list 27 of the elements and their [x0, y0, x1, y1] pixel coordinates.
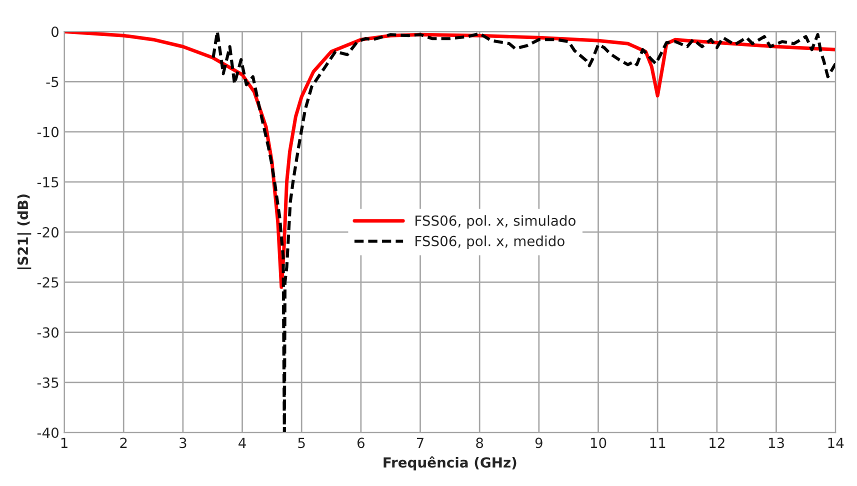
x-tick-label: 3 — [180, 438, 186, 448]
x-tick-label: 10 — [590, 438, 606, 448]
x-tick-label: 9 — [535, 438, 542, 448]
x-tick-label: 1 — [61, 438, 68, 448]
x-axis-title: Frequência (GHz) — [384, 456, 516, 470]
legend-label: FSS06, pol. x, simulado — [416, 215, 576, 229]
x-tick-label: 6 — [357, 438, 364, 448]
y-tick-label: -35 — [37, 377, 58, 388]
y-tick-label: -30 — [37, 327, 58, 338]
y-tick-label: -5 — [46, 76, 58, 88]
legend-label: FSS06, pol. x, medido — [416, 236, 564, 249]
y-tick-label: -15 — [37, 177, 58, 188]
x-tick-label: 13 — [768, 438, 784, 448]
x-tick-label: 12 — [710, 438, 724, 448]
x-tick-label: 5 — [298, 438, 305, 448]
x-tick-label: 8 — [476, 438, 484, 448]
y-tick-label: -40 — [37, 428, 58, 438]
y-axis-title: |S21| (dB) — [17, 194, 32, 270]
y-tick-label: -10 — [37, 126, 58, 138]
x-tick-label: 4 — [238, 438, 246, 448]
x-tick-label: 11 — [650, 438, 666, 448]
y-tick-label: 0 — [51, 26, 58, 38]
x-tick-label: 2 — [120, 438, 127, 448]
y-tick-label: -20 — [37, 227, 58, 238]
x-tick-label: 14 — [828, 438, 844, 448]
y-tick-label: -25 — [37, 277, 58, 288]
x-tick-label: 7 — [416, 438, 424, 448]
